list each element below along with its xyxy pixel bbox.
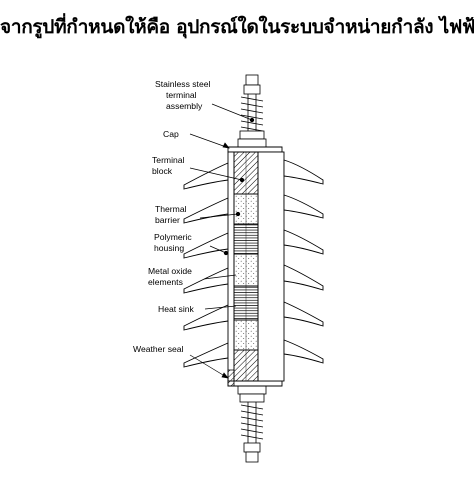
label-terminal-assembly: Stainless steel terminal assembly <box>155 79 213 111</box>
bottom-terminal-assembly <box>237 385 267 463</box>
labels: Stainless steel terminal assembly Cap Te… <box>133 79 213 354</box>
label-polymeric-housing: Polymeric housing <box>154 232 194 253</box>
question-text: จากรูปที่กำหนดให้คือ อุปกรณ์ใดในระบบจำหน… <box>0 16 474 38</box>
label-terminal-block: Terminal block <box>152 155 187 176</box>
polymeric-housing-sheds <box>183 151 324 382</box>
leader-lines <box>189 103 255 379</box>
label-heat-sink: Heat sink <box>158 304 195 314</box>
label-weather-seal: Weather seal <box>133 344 184 354</box>
label-thermal-barrier: Thermal barrier <box>155 204 189 225</box>
top-terminal-assembly <box>237 74 267 148</box>
weather-seal <box>227 369 235 387</box>
internal-stack <box>233 151 259 382</box>
label-metal-oxide: Metal oxide elements <box>148 266 194 287</box>
label-cap: Cap <box>163 129 179 139</box>
